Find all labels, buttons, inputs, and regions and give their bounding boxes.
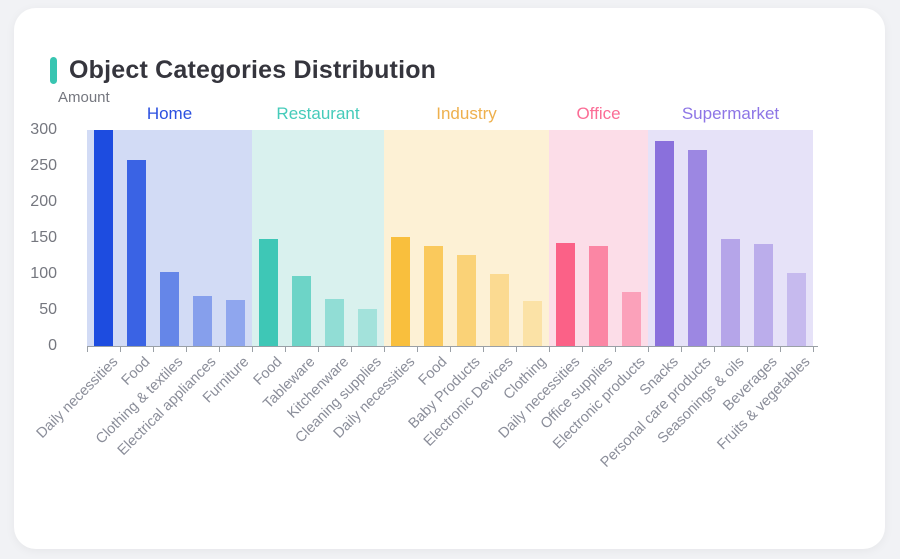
x-axis-tick [747, 347, 748, 352]
bar[interactable] [457, 254, 476, 346]
title-accent-bar [50, 57, 57, 84]
y-tick-label: 250 [30, 157, 57, 174]
x-axis-tick [351, 347, 352, 352]
x-axis-tick [681, 347, 682, 352]
y-tick-label: 150 [30, 229, 57, 246]
x-axis-tick [516, 347, 517, 352]
x-axis-tick [615, 347, 616, 352]
bar[interactable] [424, 245, 443, 346]
group-label-supermarket: Supermarket [681, 104, 780, 123]
bar[interactable] [259, 239, 278, 346]
x-axis-tick [549, 347, 550, 352]
bar[interactable] [391, 237, 410, 346]
x-axis-tick [318, 347, 319, 352]
bar[interactable] [556, 243, 575, 346]
y-tick-label: 100 [30, 265, 57, 282]
group-label-home: Home [146, 104, 193, 123]
x-axis-tick [153, 347, 154, 352]
y-tick-label: 200 [30, 193, 57, 210]
y-tick-label: 0 [48, 337, 57, 354]
bar[interactable] [490, 274, 509, 346]
bar[interactable] [622, 292, 641, 346]
bar[interactable] [292, 276, 311, 346]
bar[interactable] [226, 299, 245, 346]
card-header: Object Categories Distribution [50, 56, 436, 85]
group-label-industry: Industry [436, 104, 497, 123]
bar[interactable] [358, 309, 377, 346]
page-title: Object Categories Distribution [69, 56, 437, 84]
x-axis-tick [450, 347, 451, 352]
bar[interactable] [193, 296, 212, 346]
x-axis-tick [120, 347, 121, 352]
x-axis-tick [813, 347, 814, 352]
bar[interactable] [688, 150, 707, 346]
x-axis-tick [252, 347, 253, 352]
y-tick-label: 300 [30, 121, 57, 138]
x-axis-tick [87, 347, 88, 352]
bar[interactable] [127, 160, 146, 346]
x-axis-tick [780, 347, 781, 352]
x-axis-tick [285, 347, 286, 352]
x-axis-tick [483, 347, 484, 352]
x-axis-tick [582, 347, 583, 352]
y-axis-title: Amount [58, 89, 110, 106]
x-axis-line [87, 346, 818, 347]
x-axis-tick [186, 347, 187, 352]
group-label-office: Office [576, 104, 621, 123]
y-tick-label: 50 [39, 301, 57, 318]
bar[interactable] [325, 299, 344, 346]
bar[interactable] [589, 245, 608, 346]
bar[interactable] [787, 273, 806, 346]
x-axis-tick [714, 347, 715, 352]
bar[interactable] [754, 244, 773, 346]
x-axis-tick [219, 347, 220, 352]
x-axis-tick [384, 347, 385, 352]
bar[interactable] [94, 130, 113, 346]
group-label-restaurant: Restaurant [276, 104, 360, 123]
bar[interactable] [160, 271, 179, 346]
bar[interactable] [523, 300, 542, 346]
bar[interactable] [655, 140, 674, 346]
bar[interactable] [721, 239, 740, 346]
x-axis-tick [417, 347, 418, 352]
x-axis-tick [648, 347, 649, 352]
